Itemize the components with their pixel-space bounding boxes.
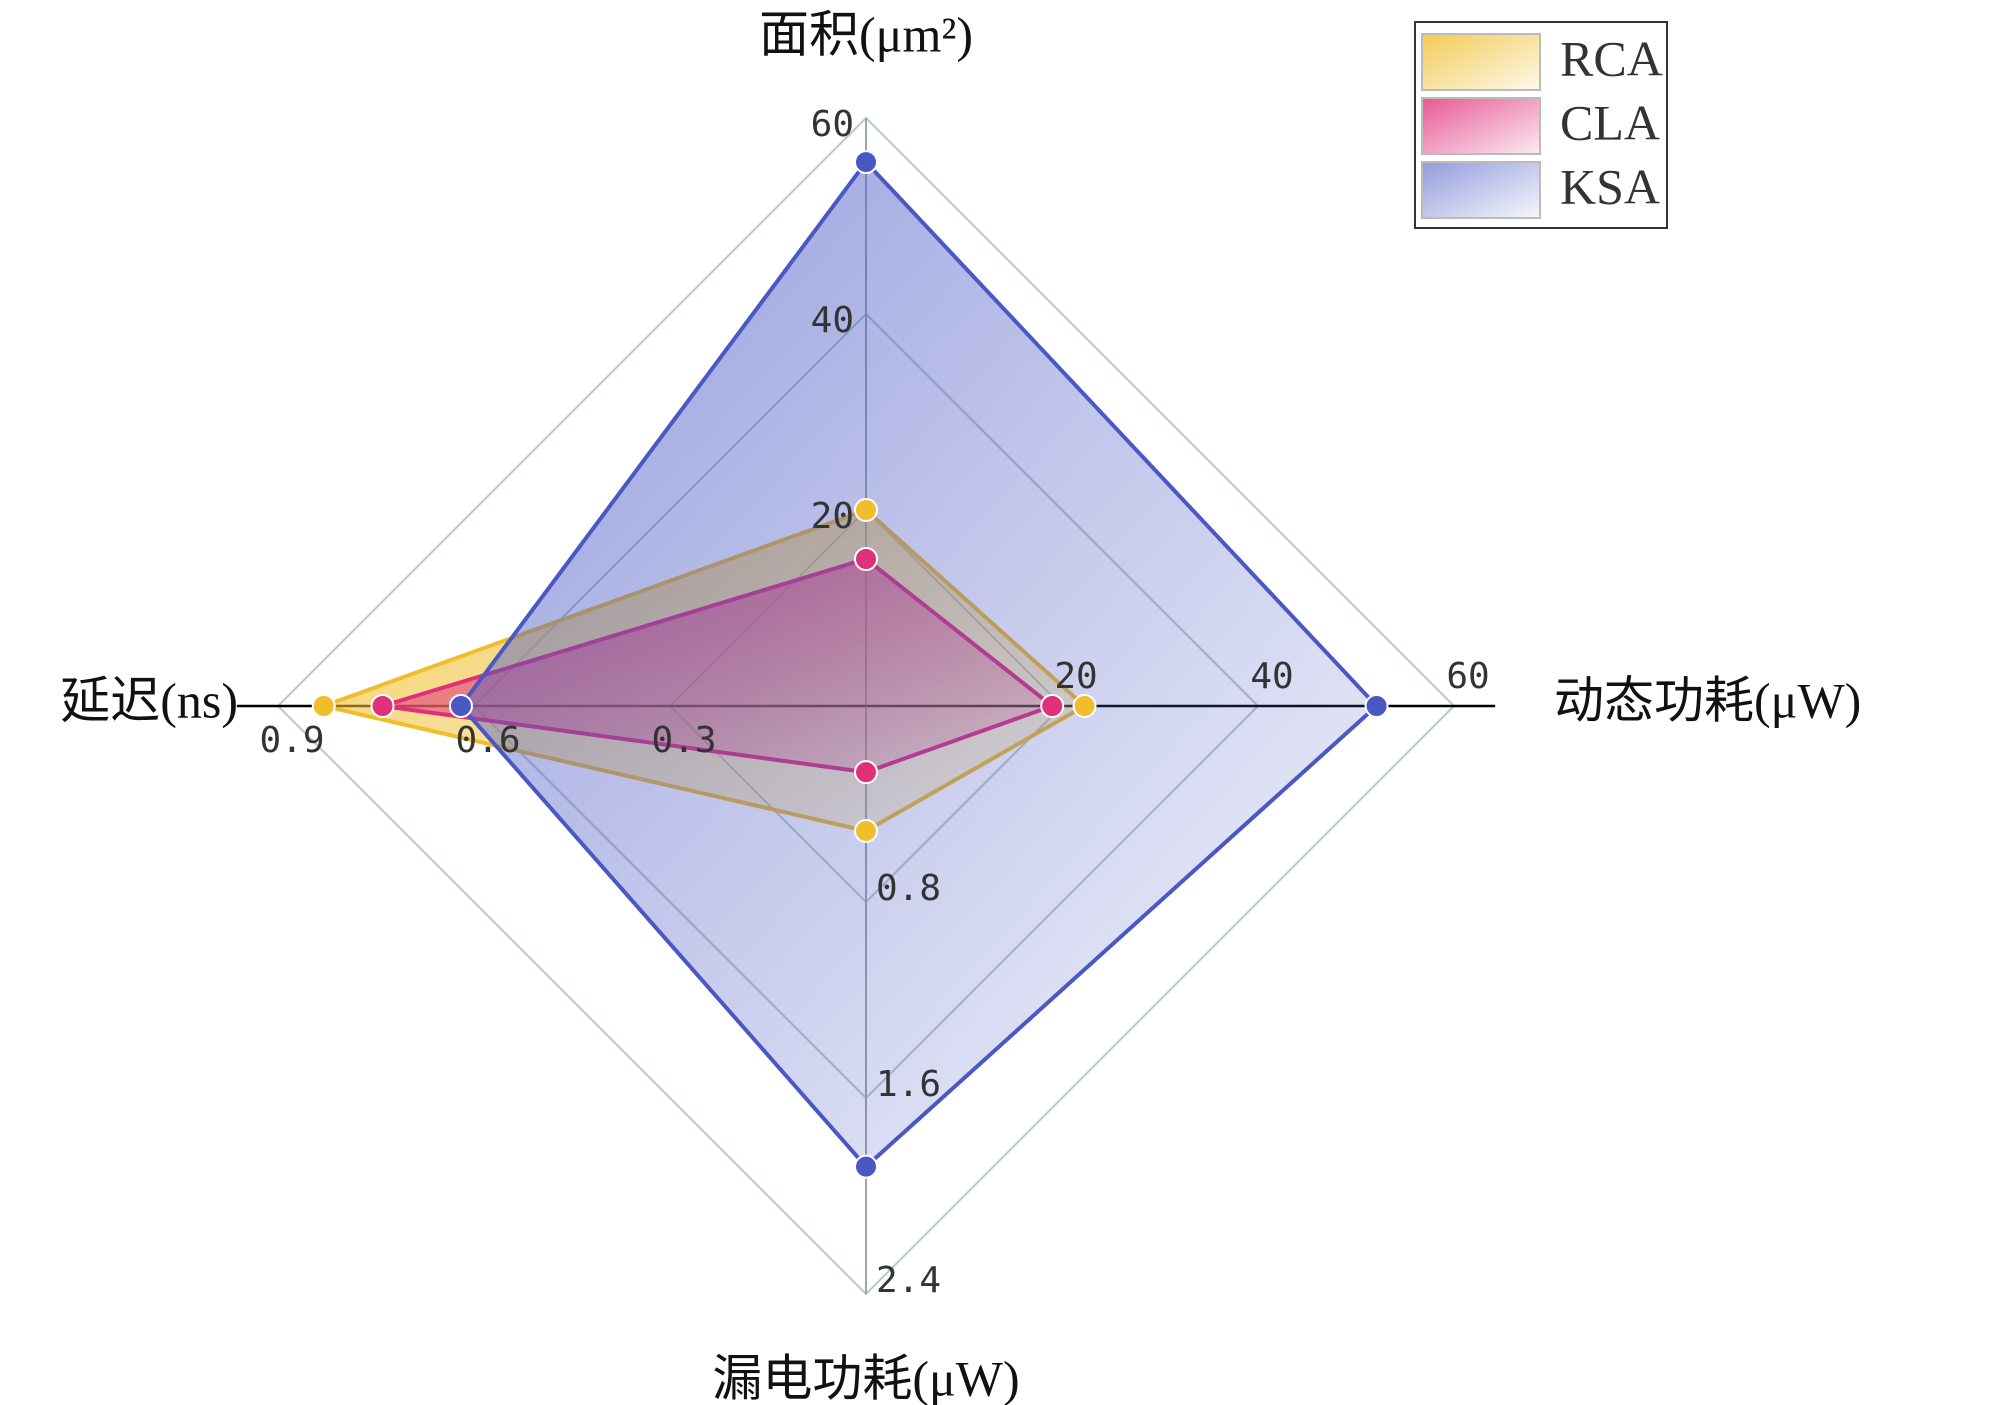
data-point (448, 694, 473, 718)
tick-label: 0.8 (876, 868, 941, 909)
axis-title: 漏电功耗(μW) (712, 1350, 1019, 1405)
data-point (854, 150, 878, 175)
data-point (854, 1154, 878, 1179)
data-point (854, 760, 878, 785)
legend-swatch (1421, 161, 1541, 219)
tick-label: 0.3 (651, 720, 716, 761)
data-point (854, 498, 878, 522)
data-point (854, 818, 878, 843)
data-point (311, 694, 336, 718)
tick-label: 20 (1054, 656, 1097, 697)
tick-label: 40 (811, 300, 854, 341)
data-point (1364, 694, 1389, 718)
data-point (1040, 694, 1065, 718)
axis-title: 动态功耗(μW) (1554, 672, 1861, 728)
tick-label: 40 (1250, 656, 1293, 697)
tick-label: 60 (1446, 656, 1489, 697)
legend-label: KSA (1560, 158, 1660, 214)
legend-label: RCA (1560, 30, 1663, 86)
tick-label: 0.6 (455, 720, 520, 761)
data-point (1072, 694, 1097, 718)
data-point (370, 694, 395, 718)
legend-swatch (1421, 33, 1541, 91)
axis-title: 延迟(ns) (60, 672, 238, 728)
legend-swatch (1421, 97, 1541, 155)
tick-label: 60 (811, 104, 854, 145)
tick-label: 0.9 (259, 720, 324, 761)
data-point (854, 547, 878, 571)
tick-label: 20 (811, 496, 854, 537)
series-area (458, 158, 1380, 1170)
tick-label: 1.6 (876, 1064, 941, 1105)
axis-title: 面积(μm²) (759, 6, 973, 62)
tick-label: 2.4 (876, 1260, 941, 1301)
legend-label: CLA (1560, 94, 1660, 150)
